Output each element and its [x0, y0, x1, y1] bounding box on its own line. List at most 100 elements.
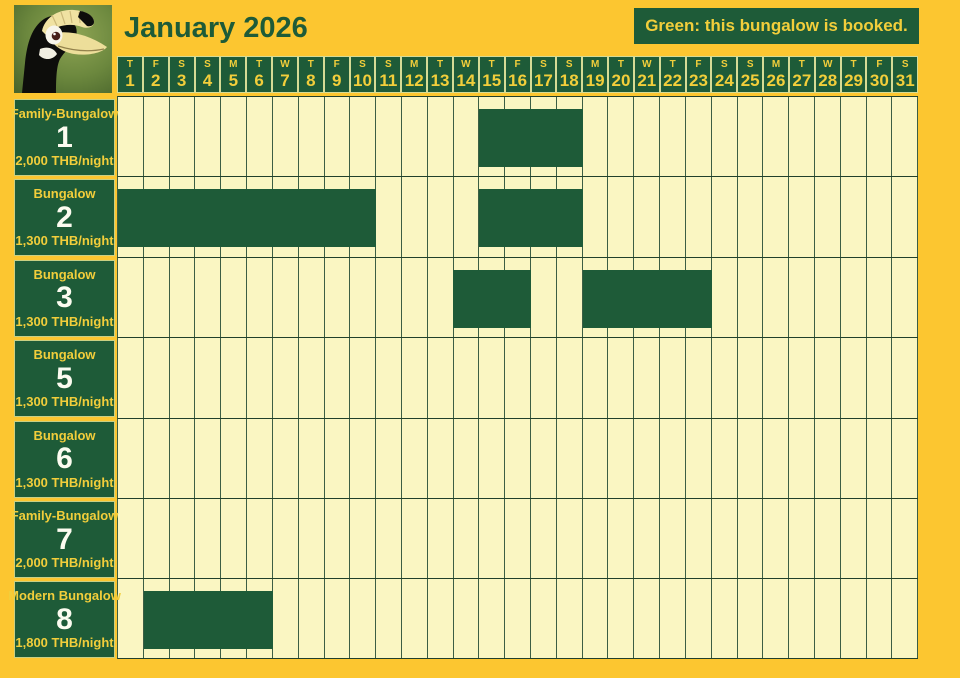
day-header-cell-19: M 19: [582, 56, 609, 93]
bungalow-name: Bungalow: [33, 186, 96, 202]
day-header-row: T 1 F 2 S 3 S 4 M 5 T 6 W 7 T 8 F 9 S 10 S 11 M 12 T 13 W 14 T 15 F 16 S…: [117, 56, 919, 93]
day-cell-b5-d24: [711, 338, 738, 418]
day-cell-b6-d23: [685, 418, 712, 498]
day-cell-b1-d4: [195, 97, 222, 177]
day-cell-b6-d31: [892, 418, 919, 498]
day-cell-b2-d30: [866, 177, 893, 257]
legend-badge: Green: this bungalow is booked.: [634, 8, 919, 44]
bungalow-name: Modern Bungalow: [8, 588, 121, 604]
day-cell-b7-d2: [143, 498, 170, 579]
day-cell-b2-d12: [401, 177, 428, 257]
bungalow-label-5: Bungalow 5 1,300 THB/night: [14, 340, 115, 418]
day-cell-b3-d13: [427, 257, 454, 338]
day-cell-b3-d5: [221, 257, 248, 338]
day-cell-b3-d28: [814, 257, 841, 338]
day-header-cell-30: F 30: [866, 56, 893, 93]
day-cell-b1-d19: [582, 97, 609, 177]
weekday-letter: M: [590, 59, 600, 70]
weekday-letter: T: [850, 59, 857, 70]
day-number: 11: [379, 71, 398, 90]
day-cell-b5-d7: [272, 338, 299, 418]
day-header-cell-26: M 26: [763, 56, 789, 93]
day-number: 29: [844, 71, 863, 90]
day-number: 31: [895, 71, 915, 90]
day-cell-b8-d14: [453, 579, 480, 658]
day-cell-b7-d9: [324, 498, 351, 579]
day-number: 23: [689, 71, 708, 90]
day-cell-b3-d26: [763, 257, 790, 338]
day-cell-b6-d16: [505, 418, 531, 498]
day-cell-b1-d6: [247, 97, 273, 177]
availability-row-bungalow-7: [117, 497, 919, 579]
day-number: 12: [404, 71, 424, 90]
day-cell-b5-d3: [169, 338, 196, 418]
day-cell-b2-d21: [634, 177, 661, 257]
day-number: 19: [585, 71, 605, 90]
day-cell-b8-d9: [324, 579, 351, 658]
bungalow-number: 2: [56, 200, 73, 234]
day-cell-b5-d4: [195, 338, 222, 418]
day-number: 17: [533, 71, 553, 90]
day-cell-b2-d14: [453, 177, 480, 257]
day-cell-b5-d15: [479, 338, 506, 418]
day-cell-b6-d10: [350, 418, 377, 498]
day-cell-b7-d25: [737, 498, 764, 579]
day-cell-b1-d22: [660, 97, 686, 177]
day-cell-b6-d3: [169, 418, 196, 498]
day-cell-b6-d18: [556, 418, 583, 498]
day-cell-b6-d5: [221, 418, 248, 498]
day-cell-b5-d14: [453, 338, 480, 418]
day-cell-b6-d9: [324, 418, 351, 498]
day-cell-b8-d20: [608, 579, 635, 658]
day-cell-b7-d11: [376, 498, 402, 579]
day-header-cell-23: F 23: [685, 56, 712, 93]
day-cell-b1-d25: [737, 97, 764, 177]
bungalow-label-7: Family-Bungalow 7 2,000 THB/night: [11, 501, 118, 578]
day-cell-b2-d13: [427, 177, 454, 257]
day-number: 8: [306, 71, 316, 90]
day-cell-b6-d24: [711, 418, 738, 498]
day-cell-b3-d29: [840, 257, 867, 338]
day-cell-b6-d27: [789, 418, 815, 498]
bungalow-name: Family-Bungalow: [10, 508, 119, 523]
day-header-cell-28: W 28: [814, 56, 841, 93]
day-cell-b1-d13: [427, 97, 454, 177]
day-cell-b3-d30: [866, 257, 893, 338]
day-cell-b6-d12: [401, 418, 428, 498]
availability-row-bungalow-5: [117, 337, 919, 418]
day-cell-b5-d13: [427, 338, 454, 418]
day-number: 7: [280, 71, 290, 90]
day-header-cell-21: W 21: [633, 56, 660, 93]
availability-grid: [117, 96, 919, 659]
weekday-letter: S: [385, 59, 392, 70]
day-cell-b3-d31: [892, 257, 919, 338]
day-cell-b7-d20: [608, 498, 635, 579]
weekday-letter: T: [617, 59, 624, 70]
day-cell-b8-d1: [118, 579, 144, 658]
day-cell-b8-d19: [582, 579, 609, 658]
day-number: 18: [559, 71, 579, 90]
day-cell-b3-d6: [247, 257, 273, 338]
day-cell-b8-d15: [479, 579, 506, 658]
weekday-letter: S: [178, 59, 185, 70]
day-cell-b6-d11: [376, 418, 402, 498]
day-cell-b3-d10: [350, 257, 377, 338]
bungalow-price: 1,800 THB/night: [15, 635, 114, 651]
weekday-letter: F: [876, 59, 883, 70]
day-cell-b6-d13: [427, 418, 454, 498]
day-cell-b1-d14: [453, 97, 480, 177]
day-cell-b7-d21: [634, 498, 661, 579]
day-cell-b8-d7: [272, 579, 299, 658]
day-cell-b5-d23: [685, 338, 712, 418]
day-number: 3: [176, 71, 187, 90]
day-cell-b7-d29: [840, 498, 867, 579]
bungalow-price: 1,300 THB/night: [15, 233, 114, 249]
day-cell-b5-d25: [737, 338, 764, 418]
day-number: 26: [766, 71, 786, 90]
day-number: 1: [125, 71, 135, 90]
day-cell-b6-d21: [634, 418, 661, 498]
day-number: 25: [740, 71, 760, 90]
